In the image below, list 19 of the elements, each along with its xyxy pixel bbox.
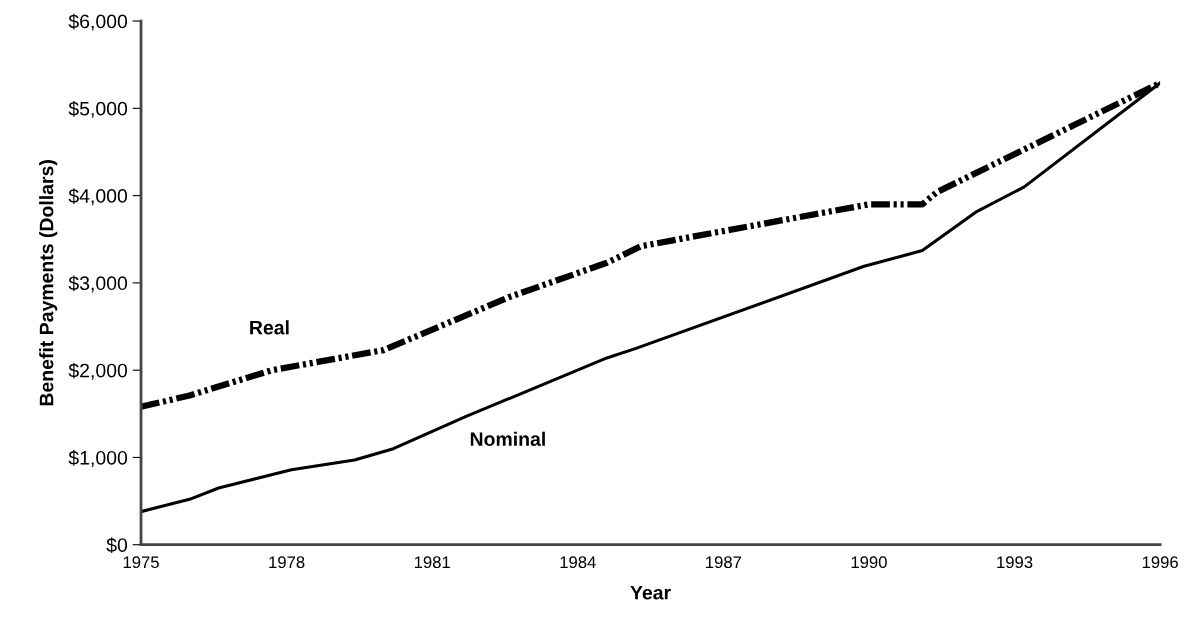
y-tick-label: $2,000 xyxy=(68,362,128,380)
x-axis-title: Year xyxy=(630,585,671,600)
series-label: Real xyxy=(250,320,289,335)
y-axis-title: Benefit Payments (Dollars) xyxy=(39,160,58,406)
y-tick-label: $6,000 xyxy=(68,13,128,31)
y-tick-label: $3,000 xyxy=(68,275,128,293)
y-tick-label: $4,000 xyxy=(68,188,128,206)
x-tick-label: 1984 xyxy=(560,556,596,569)
series-label: Nominal xyxy=(470,431,545,446)
x-tick-label: 1990 xyxy=(851,556,887,569)
y-tick-label: $5,000 xyxy=(68,100,128,118)
x-tick-label: 1981 xyxy=(414,556,450,569)
y-tick-label: $1,000 xyxy=(68,450,128,467)
x-tick-label: 1975 xyxy=(123,556,159,569)
y-tick-label: $0 xyxy=(106,537,128,554)
x-tick-label: 1996 xyxy=(1142,556,1178,569)
x-tick-label: 1993 xyxy=(997,556,1033,569)
x-tick-label: 1987 xyxy=(706,556,742,569)
x-tick-label: 1978 xyxy=(269,556,305,569)
